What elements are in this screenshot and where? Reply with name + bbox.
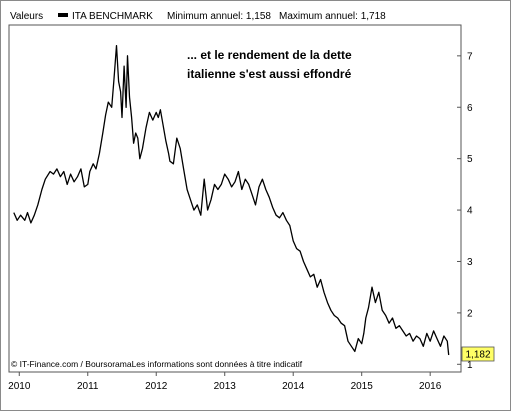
last-value-text: 1,182: [465, 350, 490, 361]
last-value-badge: [461, 346, 495, 362]
series-line: [13, 44, 450, 356]
annotation-line-1: ... et le rendement de la dette: [187, 48, 352, 62]
y-tick-label: 4: [467, 206, 473, 217]
y-tick-label: 5: [467, 154, 473, 165]
x-tick-label: 2014: [282, 381, 305, 392]
legend-swatch: [58, 13, 68, 17]
footer-credit: © IT-Finance.com / BoursoramaLes informa…: [11, 359, 303, 369]
plot-frame: [8, 24, 462, 373]
x-tick-label: 2016: [419, 381, 442, 392]
x-tick-label: 2010: [8, 381, 31, 392]
x-tick-label: 2011: [77, 381, 99, 392]
y-tick-label: 6: [467, 103, 473, 114]
x-axis: 2010 2011 2012 2013 2014 2015 2016: [8, 372, 442, 392]
min-label: Minimum annuel: 1,158: [167, 11, 271, 22]
x-tick-label: 2013: [214, 381, 237, 392]
y-tick-label: 1: [467, 360, 473, 371]
y-tick-label: 3: [467, 257, 473, 268]
y-tick-label: 2: [467, 308, 473, 319]
y-tick-label: 7: [467, 51, 473, 62]
legend-series-name: ITA BENCHMARK: [72, 11, 153, 22]
valeurs-label: Valeurs: [10, 11, 43, 22]
y-axis: 1 2 3 4 5 6 7: [457, 51, 473, 371]
max-label: Maximum annuel: 1,718: [279, 11, 386, 22]
x-tick-label: 2012: [145, 381, 168, 392]
x-tick-label: 2015: [351, 381, 374, 392]
annotation-line-2: italienne s'est aussi effondré: [187, 67, 352, 81]
